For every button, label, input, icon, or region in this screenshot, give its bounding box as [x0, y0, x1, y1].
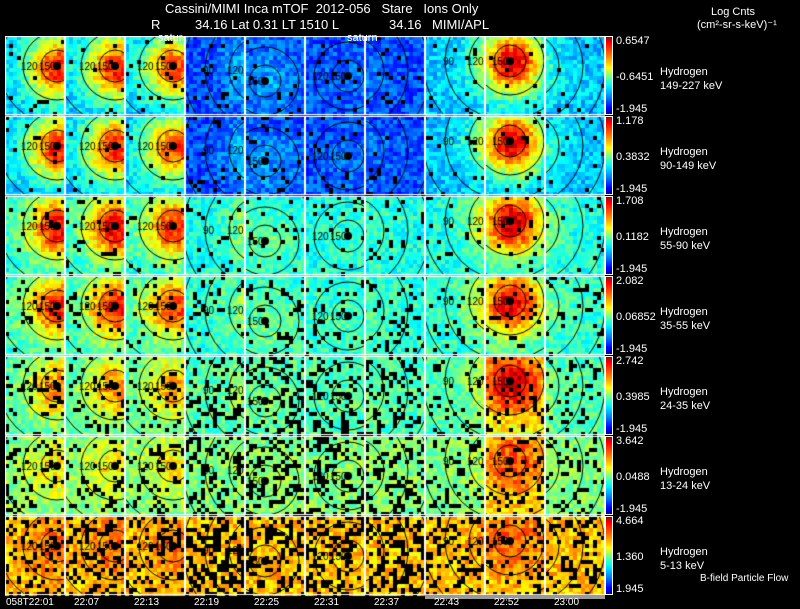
time-tick-label: 22:31	[314, 597, 340, 608]
colorbar	[605, 276, 613, 355]
colorbar-mid: 0.06852	[616, 311, 656, 323]
data-gap-bar	[425, 595, 605, 599]
energy-label: 13-24 keV	[660, 480, 711, 492]
energy-label: 149-227 keV	[660, 80, 723, 92]
colorbar-max: 2.082	[616, 275, 644, 287]
r-label: R	[151, 17, 161, 32]
species-label: Hydrogen	[660, 306, 708, 318]
colorbar-min: -1.945	[616, 263, 648, 275]
energy-label: 55-90 keV	[660, 240, 711, 252]
row-label: Hydrogen 5-13 keV	[660, 545, 708, 573]
saturn-marker-label: satur	[158, 32, 183, 44]
colorbar-max: 1.178	[616, 115, 644, 127]
time-tick-label: 22:43	[434, 597, 460, 608]
species-label: Hydrogen	[660, 226, 708, 238]
colorbar-min: -1.945	[616, 503, 648, 515]
colorbar	[605, 516, 613, 595]
energy-label: 90-149 keV	[660, 160, 717, 172]
colorbar-mid: 0.3985	[616, 391, 650, 403]
colorbar-mid: 0.3832	[616, 151, 650, 163]
colorbar-min: -1.945	[616, 183, 648, 195]
position-info: 34.16 Lat 0.31 LT 1510 L	[195, 17, 340, 32]
row-label: Hydrogen 55-90 keV	[660, 225, 710, 253]
colorbar	[605, 36, 613, 115]
colorbar-max: 2.742	[616, 355, 644, 367]
colorbar-max: 4.664	[616, 515, 644, 527]
species-label: Hydrogen	[660, 466, 708, 478]
colorbar-mid: 0.1182	[616, 231, 649, 243]
colorbar	[605, 116, 613, 195]
colorbar	[605, 436, 613, 515]
colorbar-mid: 1.360	[616, 551, 644, 563]
colorbar-max: 0.6547	[616, 35, 650, 47]
time-tick-label: 22:37	[374, 597, 400, 608]
heatmap-grid	[5, 36, 605, 597]
bfield-legend: B-field Particle Flow	[700, 573, 789, 584]
energy-label: 5-13 keV	[660, 560, 705, 572]
colorbar-min: 1.945	[616, 583, 644, 595]
saturn-marker-label: saturn	[347, 32, 378, 44]
row-label: Hydrogen 24-35 keV	[660, 385, 710, 413]
colorbar-min: -1.945	[616, 103, 648, 115]
row-label: Hydrogen 35-55 keV	[660, 305, 710, 333]
time-tick-label: 22:19	[194, 597, 220, 608]
colorbar-mid: 0.0488	[616, 471, 650, 483]
time-tick-label: 22:52	[494, 597, 520, 608]
plot-title: Cassini/MIMI Inca mTOF 2012-056 Stare Io…	[165, 1, 479, 16]
time-tick-label: 22:25	[254, 597, 280, 608]
energy-label: 24-35 keV	[660, 400, 711, 412]
colorbar-mid: -0.6451	[616, 71, 654, 83]
row-label: Hydrogen 149-227 keV	[660, 65, 722, 93]
units-line2: (cm²-sr-s-keV)⁻¹	[697, 19, 777, 31]
l-value: 34.16	[389, 17, 422, 32]
species-label: Hydrogen	[660, 386, 708, 398]
energy-label: 35-55 keV	[660, 320, 711, 332]
units-line1: Log Cnts	[711, 6, 756, 18]
species-label: Hydrogen	[660, 546, 708, 558]
institution: MIMI/APL	[432, 17, 490, 32]
colorbar	[605, 196, 613, 275]
colorbar-max: 1.708	[616, 195, 644, 207]
row-label: Hydrogen 13-24 keV	[660, 465, 710, 493]
species-label: Hydrogen	[660, 146, 708, 158]
time-tick-label: 058T22:01	[6, 597, 54, 608]
time-tick-label: 22:13	[134, 597, 160, 608]
colorbar-min: -1.945	[616, 423, 648, 435]
time-tick-label: 23:00	[554, 597, 580, 608]
time-tick-label: 22:07	[74, 597, 100, 608]
colorbar-min: -1.945	[616, 343, 648, 355]
colorbar-max: 3.642	[616, 435, 644, 447]
colorbar	[605, 356, 613, 435]
row-label: Hydrogen 90-149 keV	[660, 145, 716, 173]
species-label: Hydrogen	[660, 66, 708, 78]
